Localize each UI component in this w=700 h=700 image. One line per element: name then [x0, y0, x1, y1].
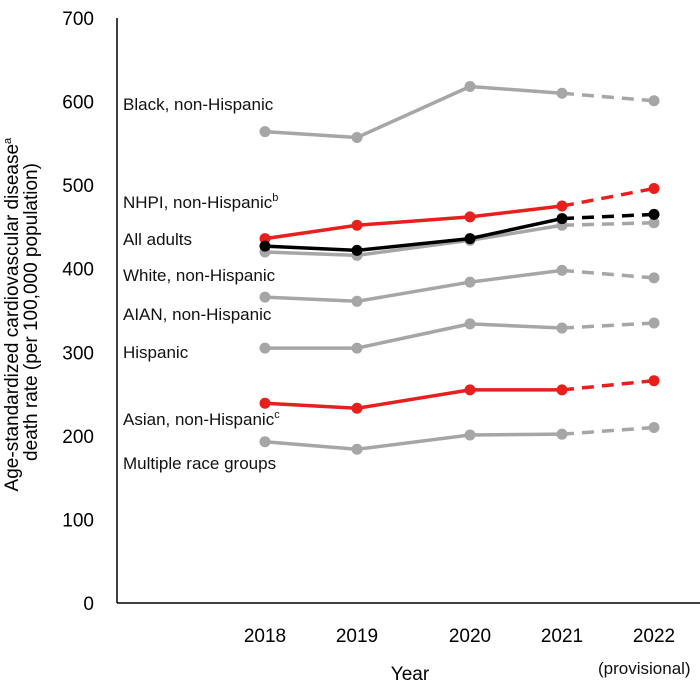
- data-point: [648, 182, 660, 194]
- y-tick-label: 400: [62, 260, 94, 281]
- series-line-provisional: [561, 91, 655, 103]
- data-point: [464, 318, 476, 330]
- data-point: [648, 422, 660, 433]
- data-point: [351, 402, 363, 414]
- series-nhpi-non-hispanic: [259, 182, 660, 245]
- data-point: [556, 322, 568, 334]
- y-tick-label: 200: [62, 427, 94, 448]
- data-point: [259, 436, 271, 448]
- data-point: [556, 264, 568, 276]
- series-label: White, non-Hispanic: [123, 266, 276, 285]
- series-line-solid: [265, 322, 563, 350]
- data-point: [464, 211, 476, 223]
- data-point: [556, 87, 568, 99]
- series-line-solid: [264, 388, 562, 411]
- x-tick-label: 2018: [244, 626, 286, 647]
- data-point: [464, 233, 476, 245]
- series-line-provisional: [561, 268, 655, 280]
- y-axis-ticks: 0 100 200 300 400 500 600 700: [62, 9, 94, 615]
- series-line-provisional: [561, 321, 655, 330]
- series-line-provisional: [561, 186, 655, 208]
- series-label: AIAN, non-Hispanic: [123, 305, 272, 324]
- series-line-provisional: [561, 378, 655, 392]
- data-point: [259, 233, 271, 245]
- series-multiple-race-groups: [259, 422, 660, 455]
- series-line-provisional: [561, 221, 655, 228]
- data-point: [351, 244, 363, 256]
- series-label: Asian, non-Hispanicc: [123, 409, 280, 429]
- data-point: [556, 200, 568, 212]
- data-point: [648, 317, 660, 329]
- y-tick-label: 0: [83, 594, 94, 615]
- data-point: [351, 342, 363, 354]
- data-point: [464, 384, 476, 396]
- data-point: [648, 375, 660, 387]
- series-line-solid: [264, 84, 563, 140]
- data-point: [351, 132, 363, 144]
- series-hispanic: [259, 317, 660, 354]
- data-point: [648, 95, 660, 107]
- x-tick-label: 2020: [449, 626, 491, 647]
- y-tick-label: 500: [62, 176, 94, 197]
- y-tick-label: 100: [62, 510, 94, 531]
- data-point: [464, 276, 476, 288]
- x-axis-ticks: 2018 2019 2020 2021 2022 (provisional): [244, 626, 691, 678]
- series-label: All adults: [123, 230, 192, 249]
- series-label: NHPI, non-Hispanicb: [123, 192, 278, 212]
- y-axis-title-line1: Age-standardized cardiovascular diseasea: [2, 137, 23, 491]
- data-point: [464, 429, 476, 441]
- data-point: [648, 208, 660, 220]
- series-labels: Black, non-Hispanic NHPI, non-Hispanicb Al…: [123, 95, 280, 473]
- data-point: [464, 81, 476, 93]
- series-label: Multiple race groups: [123, 454, 276, 473]
- data-point: [556, 384, 568, 396]
- data-point: [259, 126, 271, 138]
- series-line-provisional: [561, 212, 655, 221]
- data-point: [351, 443, 363, 455]
- series-black-non-hispanic: [259, 81, 660, 144]
- series-lines: [259, 81, 660, 455]
- y-axis-title: Age-standardized cardiovascular diseasea…: [0, 133, 42, 492]
- data-point: [259, 291, 271, 303]
- y-axis-title-line2: death rate (per 100,000 population): [21, 163, 42, 461]
- data-point: [556, 213, 568, 225]
- x-tick-label: 2022: [633, 626, 675, 647]
- x-axis-title: Year: [391, 664, 430, 685]
- series-label: Hispanic: [123, 343, 189, 362]
- series-line-solid: [264, 268, 563, 304]
- y-tick-label: 600: [62, 93, 94, 114]
- data-point: [259, 342, 271, 354]
- series-aian-non-hispanic: [259, 264, 660, 307]
- data-point: [351, 295, 363, 307]
- x-tick-label: 2019: [336, 626, 378, 647]
- y-tick-label: 300: [62, 343, 94, 364]
- series-line-solid: [264, 216, 563, 253]
- data-point: [259, 240, 271, 252]
- series-line-provisional: [561, 425, 655, 436]
- series-line-solid: [264, 432, 563, 451]
- series-label: Black, non-Hispanic: [123, 95, 274, 114]
- data-point: [648, 272, 660, 284]
- data-point: [259, 397, 271, 409]
- data-point: [351, 219, 363, 231]
- series-asian-non-hispanic: [259, 375, 660, 414]
- data-point: [556, 428, 568, 440]
- series-line-solid: [264, 223, 563, 258]
- x-tick-sublabel: (provisional): [598, 659, 691, 678]
- series-line-solid: [264, 204, 563, 241]
- y-tick-label: 700: [62, 9, 94, 30]
- data-point: [648, 217, 660, 229]
- x-tick-label: 2021: [541, 626, 583, 647]
- series-all-adults: [259, 208, 660, 256]
